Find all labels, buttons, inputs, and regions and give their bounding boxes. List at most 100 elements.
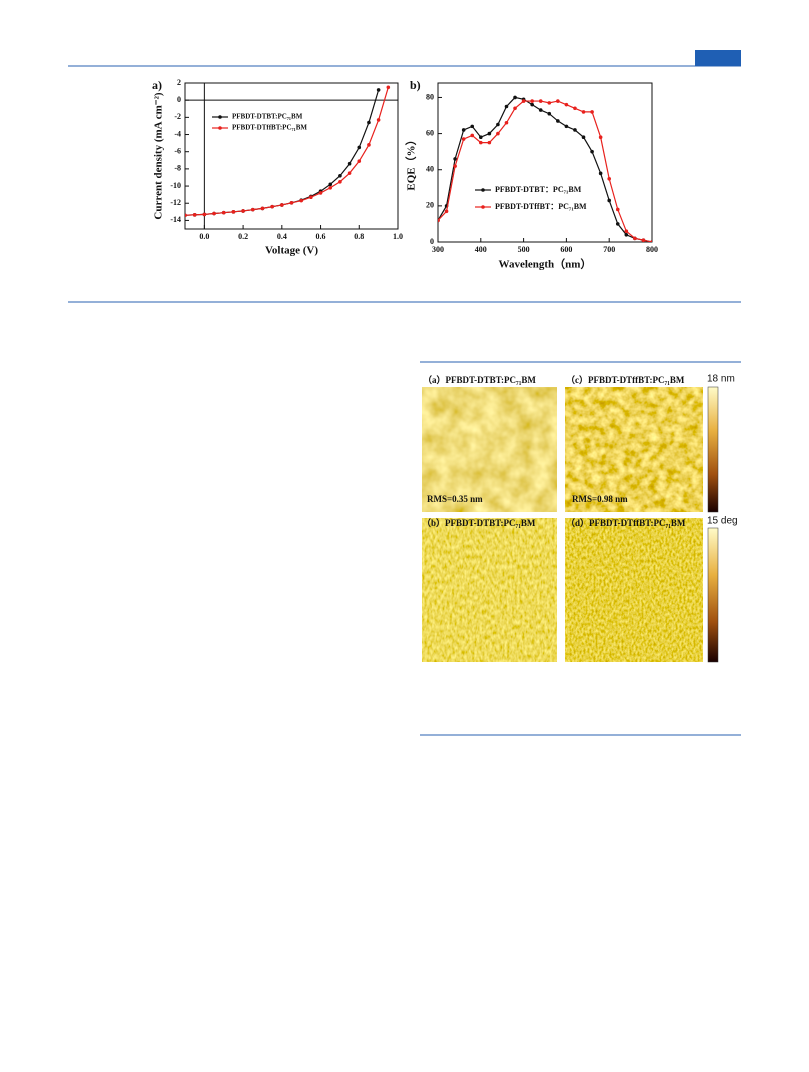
data-point	[607, 176, 611, 181]
afm-panel-label: （b）PFBDT-DTBT:PC₇₁BM	[422, 518, 536, 528]
data-point	[641, 238, 646, 242]
chart: 300 400 500 600 700 800 0 20 40 60 80 Wavelength（nm…	[405, 78, 658, 271]
data-point	[318, 191, 323, 195]
y-tick-label: 20	[426, 201, 434, 210]
panel-label: b)	[410, 78, 421, 92]
data-point	[221, 210, 226, 215]
x-tick-label: 700	[603, 245, 615, 254]
x-tick-label: 400	[475, 245, 487, 254]
data-point	[328, 182, 333, 187]
x-tick-label: 600	[560, 245, 572, 254]
x-tick-label: 0.4	[277, 232, 287, 241]
afm-panel-label: （d）PFBDT-DTffBT:PC₇₁BM	[566, 518, 686, 528]
x-tick-label: 300	[432, 245, 444, 254]
data-point	[564, 124, 569, 129]
afm-panel-label: （c）PFBDT-DTffBT:PC₇₁BM	[566, 375, 685, 385]
data-point	[513, 106, 517, 111]
data-point	[470, 133, 475, 138]
data-point	[270, 204, 274, 209]
data-point	[547, 101, 552, 105]
data-point	[299, 198, 303, 203]
y-axis-label: EQE（%）	[405, 134, 418, 190]
data-point	[496, 131, 500, 136]
y-axis-label: Current density (mA cm⁻²)	[153, 92, 165, 219]
data-point	[624, 232, 629, 237]
header-tab	[695, 50, 741, 66]
data-point	[607, 198, 611, 203]
chart: 0.0 0.2 0.4 0.6 0.8 1.0 2 0 -2 -4 -6 -8 -10 -12 -14 Vol…	[152, 78, 403, 257]
data-point	[479, 140, 483, 145]
data-point	[260, 206, 265, 211]
x-tick-label: 0.6	[316, 232, 326, 241]
plot-frame	[437, 82, 653, 243]
data-point	[376, 118, 381, 122]
x-axis-label: Wavelength（nm）	[499, 258, 592, 271]
data-point	[547, 111, 552, 116]
data-point	[615, 207, 620, 212]
data-point	[185, 213, 187, 218]
colorbar	[707, 386, 719, 513]
legend-marker	[218, 126, 222, 130]
afm-image	[565, 387, 703, 512]
series-line	[438, 100, 652, 242]
data-point	[573, 128, 577, 132]
afm-image	[422, 518, 557, 662]
data-point	[538, 108, 543, 112]
series-line	[185, 87, 389, 216]
y-tick-label: 40	[426, 165, 434, 174]
data-point	[461, 128, 466, 132]
afm-panel-label: （a）PFBDT-DTBT:PC₇₁BM	[423, 375, 536, 385]
data-point	[650, 240, 652, 242]
data-point	[444, 209, 449, 214]
x-tick-label: 1.0	[393, 232, 403, 241]
data-point	[461, 137, 466, 141]
data-point	[598, 135, 603, 140]
data-point	[504, 120, 509, 125]
plot-area	[185, 85, 391, 218]
data-point	[338, 179, 342, 184]
y-tick-label: 0	[177, 95, 181, 104]
x-tick-label: 0.8	[354, 232, 364, 241]
data-point	[289, 201, 294, 205]
afm-figure: （a）PFBDT-DTBT:PC₇₁BM （c）PFBDT-DTffBT:PC₇…	[422, 374, 738, 663]
data-point	[581, 110, 586, 114]
x-tick-label: 500	[518, 245, 530, 254]
colorbar-label: 15 deg	[707, 516, 738, 527]
afm-rms: RMS=0.35 nm	[427, 494, 483, 504]
legend-label: PFBDT-DTBT：PC₇₁BM	[495, 185, 582, 194]
afm-image	[422, 387, 557, 512]
data-point	[530, 99, 534, 103]
legend-marker	[481, 188, 485, 192]
data-point	[338, 173, 342, 178]
data-point	[590, 149, 594, 154]
data-point	[573, 106, 577, 111]
series-line	[185, 89, 380, 216]
colorbar	[707, 527, 719, 663]
data-point	[624, 229, 629, 233]
data-point	[250, 207, 255, 212]
data-point	[347, 161, 352, 166]
series-line	[438, 96, 652, 242]
afm-image	[565, 518, 703, 662]
data-point	[376, 88, 381, 92]
x-tick-label: 800	[646, 245, 658, 254]
data-point	[453, 164, 457, 168]
data-point	[487, 140, 492, 145]
data-point	[357, 159, 362, 163]
data-point	[212, 211, 216, 216]
legend-marker	[218, 115, 222, 119]
data-point	[241, 209, 245, 213]
data-point	[202, 212, 207, 217]
data-point	[615, 222, 620, 226]
data-point	[192, 213, 197, 217]
data-point	[231, 210, 236, 214]
afm-rms: RMS=0.98 nm	[572, 494, 628, 504]
data-point	[328, 185, 333, 190]
legend-label: PFBDT-DTffBT:PC₇₁BM	[232, 124, 307, 132]
data-point	[504, 104, 509, 109]
data-point	[470, 124, 475, 129]
y-tick-label: 80	[426, 92, 434, 101]
x-tick-label: 0.0	[199, 232, 209, 241]
